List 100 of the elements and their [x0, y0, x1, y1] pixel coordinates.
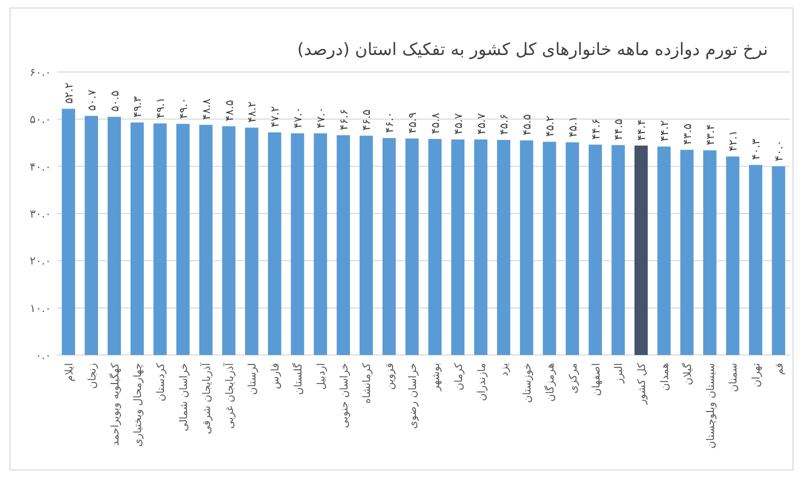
data-label: ۴۶.۵ [360, 109, 374, 131]
data-label: ۴۸.۵ [222, 100, 236, 122]
bar [542, 142, 556, 355]
bar [290, 133, 304, 355]
data-label: ۴۴.۴ [635, 119, 648, 141]
data-label: ۴۵.۲ [543, 115, 556, 137]
x-tick-label: آذربایجان غربی [222, 362, 236, 429]
y-tick-label: ۰.۰ [36, 349, 51, 362]
x-tick-label: سمنان [728, 363, 740, 392]
data-label: ۴۵.۱ [566, 116, 580, 138]
x-tick-label: قزوین [384, 363, 396, 390]
bar [84, 116, 98, 355]
bar [405, 138, 419, 355]
bar [382, 138, 396, 355]
data-label: ۴۵.۷ [452, 113, 465, 134]
bar [749, 164, 762, 355]
bar [314, 133, 328, 355]
x-tick-label: کل کشور [636, 363, 648, 406]
bar [726, 156, 740, 355]
x-tick-label: زنجان [86, 363, 98, 389]
bar [108, 116, 121, 355]
bar [520, 140, 534, 355]
x-tick-label: فارس [270, 363, 282, 390]
data-label: ۴۵.۵ [520, 114, 534, 136]
data-label: ۴۴.۶ [589, 118, 602, 140]
bar [772, 166, 786, 355]
data-label: ۴۵.۸ [428, 112, 442, 134]
x-tick-label: کهگیلویه وبویراحمد [108, 363, 122, 446]
y-tick-label: ۳۰.۰ [30, 208, 51, 220]
data-label: ۴۲.۱ [726, 130, 740, 152]
data-label: ۴۷.۲ [268, 106, 282, 128]
bar [612, 145, 625, 355]
x-tick-label: گلستان [292, 363, 305, 395]
bar [360, 136, 373, 355]
bar [588, 144, 602, 355]
y-tick-label: ۶۰.۰ [30, 66, 51, 79]
bar [336, 135, 350, 355]
x-tick-label: سیستان وبلوچستان [704, 363, 717, 449]
data-label: ۴۹.۳ [131, 96, 144, 118]
x-tick-label: مرکزی [567, 363, 580, 394]
x-tick-label: قم [774, 363, 786, 376]
bar [130, 122, 144, 355]
x-tick-label: بوشهر [430, 363, 442, 392]
bar [199, 124, 213, 355]
data-label: ۴۸.۲ [246, 101, 259, 123]
bar [153, 123, 167, 355]
bar [245, 128, 258, 355]
data-label: ۵۲.۲ [62, 82, 76, 104]
bar [497, 140, 510, 355]
y-tick-label: ۴۰.۰ [30, 160, 51, 174]
bar [703, 150, 716, 355]
data-label: ۴۰.۳ [750, 138, 763, 160]
data-label: ۴۳.۵ [680, 124, 694, 145]
data-label: ۴۴.۵ [612, 118, 626, 140]
x-tick-label: البرز [613, 363, 626, 384]
x-tick-label: اردبیل [315, 363, 328, 390]
x-tick-label: همدان [659, 363, 672, 391]
data-label: ۴۹.۱ [154, 97, 168, 118]
bar [634, 146, 648, 355]
bar [176, 124, 190, 355]
data-label: ۴۵.۶ [498, 114, 511, 135]
bar [657, 146, 671, 355]
data-label: ۴۵.۹ [406, 112, 420, 134]
data-label: ۴۵.۷ [474, 113, 488, 134]
y-tick-label: ۱۰.۰ [30, 302, 51, 315]
bar [268, 132, 282, 355]
x-tick-label: ایلام [63, 363, 76, 382]
x-tick-label: خراسان رضوی [407, 363, 420, 429]
data-label: ۴۰.۰ [772, 140, 786, 162]
bar [222, 126, 236, 355]
x-tick-label: لرستان [246, 363, 259, 395]
x-tick-label: کردستان [155, 363, 168, 402]
bar [566, 142, 580, 355]
x-tick-label: آذربایجان شرقی [200, 362, 213, 434]
x-tick-label: چهارمحال وبختیاری [132, 363, 144, 447]
data-label: ۴۸.۸ [200, 98, 213, 120]
x-tick-label: خراسان جنوبی [338, 363, 350, 428]
x-tick-label: تهران [750, 362, 763, 388]
y-tick-label: ۲۰.۰ [30, 254, 51, 268]
x-tick-label: کرمان [452, 363, 465, 390]
x-tick-label: گیلان [680, 363, 694, 386]
x-tick-label: مازندران [476, 363, 488, 402]
x-tick-label: کرمانشاه [361, 363, 374, 404]
data-label: ۴۴.۲ [658, 120, 672, 142]
chart-title: نرخ تورم دوازده ماهه خانوارهای کل کشور به تفکیک استان (درصد) [297, 40, 768, 60]
data-label: ۴۷.۰ [292, 107, 305, 128]
data-label: ۵۰.۵ [108, 90, 122, 112]
x-tick-label: هرمزگان [543, 363, 556, 402]
bar [62, 108, 76, 355]
bar [451, 139, 465, 355]
data-label: ۴۷.۰ [314, 107, 328, 128]
data-label: ۴۶.۰ [383, 112, 396, 134]
bar [428, 138, 442, 355]
x-tick-label: خوزستان [522, 363, 534, 403]
data-label: ۴۹.۰ [176, 98, 190, 119]
x-tick-label: اصفهان [590, 363, 602, 396]
data-label: ۵۰.۷ [85, 90, 98, 111]
bar [680, 150, 694, 355]
x-tick-label: یزد [498, 362, 511, 376]
bar [474, 139, 488, 355]
